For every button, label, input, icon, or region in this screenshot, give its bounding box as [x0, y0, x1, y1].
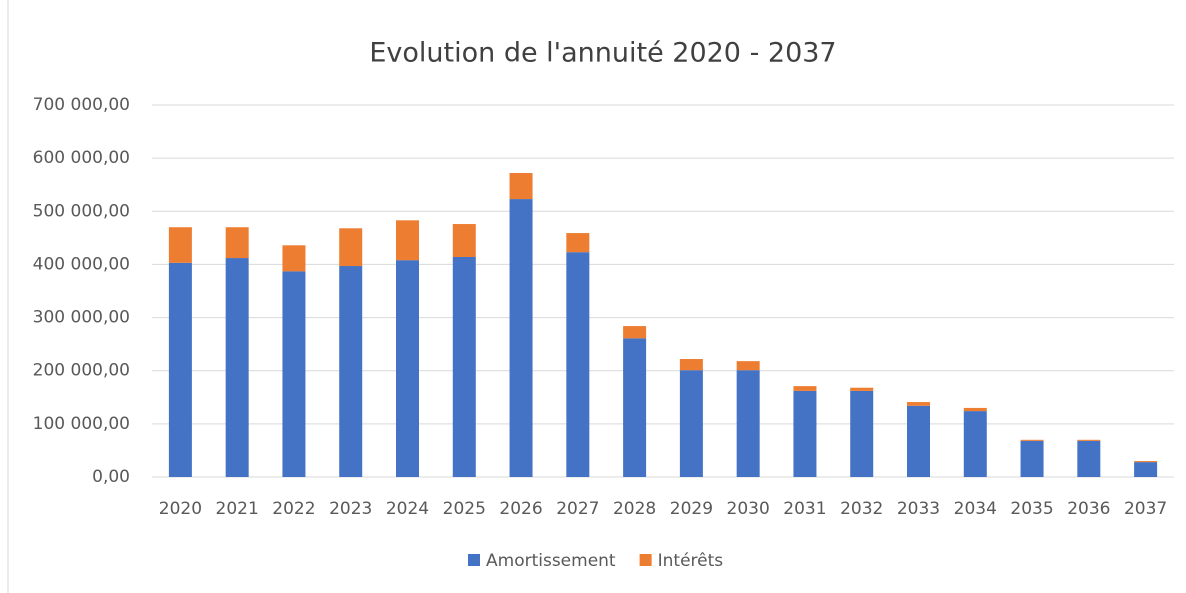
chart-title: Evolution de l'annuité 2020 - 2037 [369, 38, 836, 69]
x-tick-label: 2029 [670, 499, 713, 519]
bar-segment [168, 227, 192, 263]
legend-label: Amortissement [486, 551, 616, 571]
bar-segment [339, 228, 363, 267]
bar-segment [509, 173, 533, 200]
bar-segment [679, 359, 703, 371]
bar-segment [1134, 461, 1158, 463]
x-tick-label: 2020 [159, 499, 202, 519]
y-tick-label: 500 000,00 [33, 201, 130, 221]
bar-segment [452, 256, 476, 477]
x-tick-label: 2021 [216, 499, 259, 519]
x-tick-label: 2024 [386, 499, 429, 519]
x-tick-label: 2034 [954, 499, 997, 519]
x-tick-label: 2035 [1010, 499, 1053, 519]
legend-swatch [639, 554, 652, 566]
bar-segment [566, 252, 590, 477]
bar-segment [1020, 439, 1044, 441]
x-tick-label: 2036 [1067, 499, 1110, 519]
bar-segment [1134, 462, 1158, 477]
y-tick-label: 100 000,00 [33, 414, 130, 434]
x-tick-label: 2031 [783, 499, 826, 519]
bar-segment [566, 233, 590, 253]
bar-segment [1020, 440, 1044, 477]
legend-label: Intérêts [658, 551, 724, 571]
bar-segment [623, 326, 647, 339]
x-tick-label: 2027 [556, 499, 599, 519]
bar-segment [963, 407, 987, 412]
bar-segment [396, 260, 419, 477]
x-tick-label: 2028 [613, 499, 656, 519]
x-tick-label: 2033 [897, 499, 940, 519]
bar-segment [452, 224, 476, 257]
bar-segment [225, 227, 249, 259]
bar-segment [1077, 439, 1101, 441]
y-tick-label: 400 000,00 [33, 254, 130, 274]
bar-segment [850, 387, 874, 391]
bar-segment [282, 271, 306, 477]
x-tick-label: 2026 [499, 499, 542, 519]
y-tick-label: 600 000,00 [33, 148, 130, 168]
bar-segment [793, 386, 817, 391]
x-tick-label: 2032 [840, 499, 883, 519]
bar-segment [793, 390, 817, 477]
bar-segment [907, 402, 930, 406]
bar-segment [623, 338, 647, 477]
y-tick-label: 300 000,00 [33, 308, 130, 328]
bar-segment [225, 258, 249, 477]
x-tick-label: 2023 [329, 499, 372, 519]
bar-segment [339, 266, 363, 477]
x-tick-label: 2030 [727, 499, 770, 519]
bar-segment [168, 262, 192, 477]
legend-swatch [468, 554, 480, 566]
bar-segment [736, 361, 760, 371]
bar-segment [282, 245, 306, 272]
bar-segment [1077, 440, 1101, 477]
bar-segment [963, 411, 987, 477]
y-tick-label: 200 000,00 [33, 361, 130, 381]
bar-segment [396, 220, 419, 261]
bar-segment [679, 370, 703, 477]
y-tick-label: 0,00 [92, 467, 130, 487]
x-tick-label: 2022 [272, 499, 315, 519]
x-tick-label: 2025 [443, 499, 486, 519]
bar-segment [850, 390, 874, 477]
bar-segment [509, 199, 533, 477]
bar-segment [907, 405, 930, 477]
bar-segment [736, 370, 760, 477]
y-tick-label: 700 000,00 [33, 95, 130, 115]
x-tick-label: 2037 [1124, 499, 1167, 519]
